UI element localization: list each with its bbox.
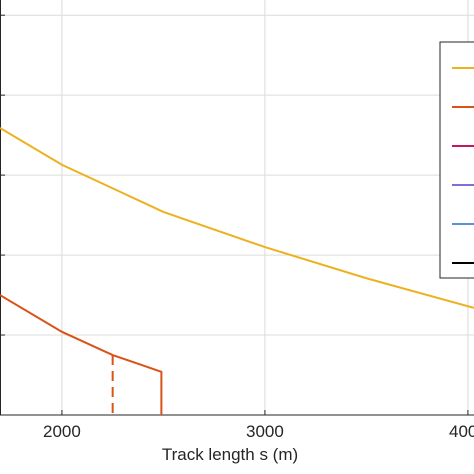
series-line: [0, 127, 474, 309]
x-tick-label: 2000: [43, 422, 81, 441]
series-line: [0, 294, 163, 415]
legend-box: [439, 41, 474, 279]
x-axis-label: Track length s (m): [162, 445, 298, 464]
x-tick-label: 4000: [449, 422, 474, 441]
x-tick-label: 3000: [246, 422, 284, 441]
